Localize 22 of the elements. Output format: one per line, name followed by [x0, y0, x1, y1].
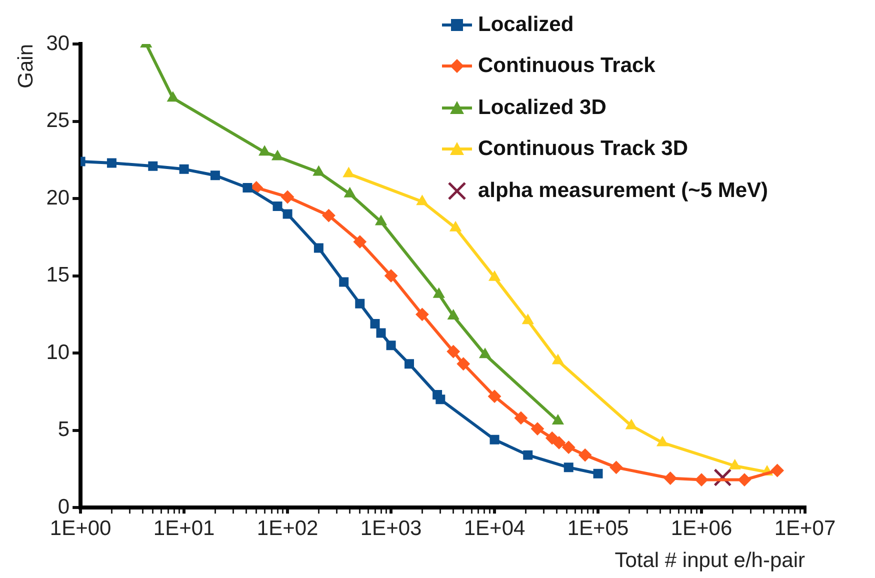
legend-label: Localized 3D [478, 96, 606, 120]
x-tick-label: 1E+03 [360, 516, 422, 540]
y-tick-label: 15 [46, 264, 70, 287]
y-tick-label: 5 [58, 418, 70, 442]
y-tick-label: 25 [46, 109, 70, 132]
x-tick-label: 1E+06 [670, 516, 732, 540]
y-tick-label: 30 [46, 32, 70, 55]
y-axis-title: Gain [14, 44, 38, 88]
legend-label: Continuous Track 3D [478, 137, 688, 162]
x-axis-title: Total # input e/h-pair [614, 549, 805, 572]
legend-label: Localized [478, 12, 574, 37]
x-tick-label: 1E+07 [774, 516, 836, 540]
y-tick-label: 10 [46, 340, 70, 364]
x-tick-label: 1E+01 [153, 516, 215, 540]
y-tick-label: 0 [58, 495, 70, 518]
y-tick-label: 20 [46, 186, 70, 210]
legend-label: alpha measurement (~5 MeV) [478, 178, 768, 203]
legend-label: Continuous Track [478, 54, 656, 78]
x-tick-label: 1E+04 [464, 516, 526, 540]
x-tick-label: 1E+02 [256, 516, 318, 540]
x-tick-label: 1E+05 [567, 516, 629, 540]
x-tick-label: 1E+00 [50, 516, 112, 540]
